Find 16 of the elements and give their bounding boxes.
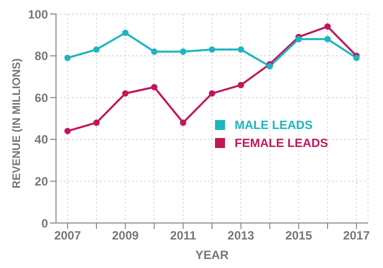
x-tick-label: 2011	[170, 228, 196, 243]
y-tick-label: 100	[28, 7, 48, 22]
y-tick-label: 80	[34, 49, 48, 64]
y-tick-label: 60	[34, 90, 48, 105]
y-tick-label: 0	[41, 216, 48, 230]
x-tick-label: 2015	[285, 228, 312, 243]
y-tick-label: 20	[34, 174, 48, 188]
x-tick-label: 2017	[343, 228, 370, 243]
y-tick-label: 40	[34, 132, 48, 147]
y-axis-title: REVENUE (IN MILLIONS)	[10, 58, 23, 188]
x-axis-title: YEAR	[195, 248, 229, 262]
legend-label: FEMALE LEADS	[234, 136, 328, 150]
legend-label: MALE LEADS	[234, 118, 313, 132]
x-tick-label: 2007	[54, 228, 82, 243]
x-tick-label: 2009	[112, 228, 140, 243]
x-tick-label: 2013	[228, 228, 255, 243]
